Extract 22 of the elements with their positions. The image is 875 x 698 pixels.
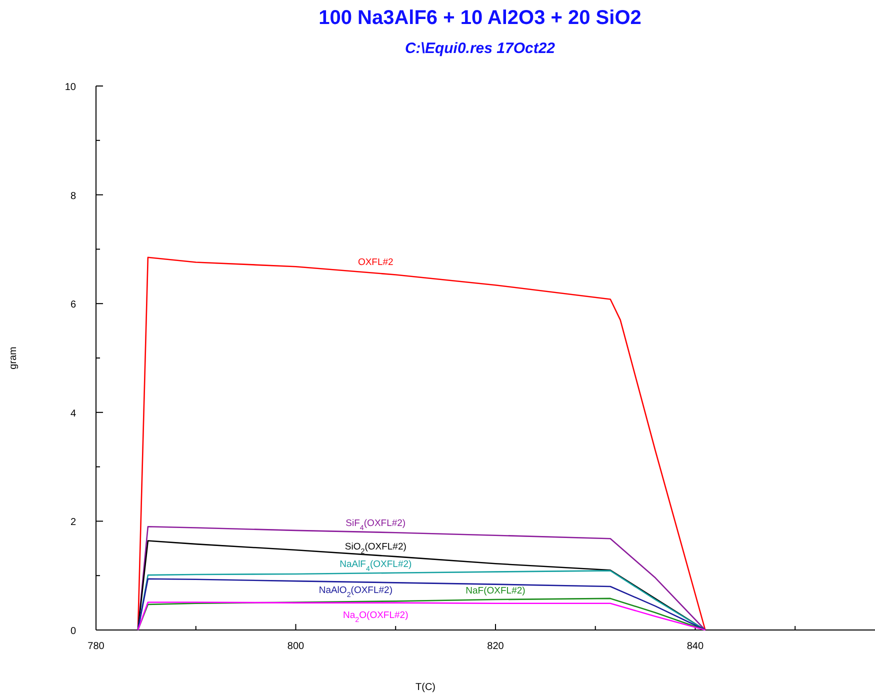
x-tick-label: 800	[287, 641, 305, 652]
line-series	[137, 256, 706, 631]
y-tick-label: 10	[64, 82, 76, 93]
x-axis-title: T(C)	[416, 682, 436, 693]
chart-subtitle: C:\Equi0.res 17Oct22	[404, 40, 556, 57]
y-tick-label: 0	[70, 626, 76, 637]
y-tick-label: 4	[70, 408, 76, 420]
series-label: SiF$_{4}$(OXFL#2)	[346, 518, 406, 532]
series-label: NaAlO$_{2}$(OXFL#2)	[318, 585, 393, 600]
series-label: OXFL#2	[358, 257, 394, 268]
y-tick-label: 2	[70, 517, 76, 528]
series-label: Na$_{2}$O(OXFL#2)	[343, 610, 408, 624]
series-label: NaAlF$_{4}$(OXFL#2)	[340, 559, 412, 574]
x-tick-label: 820	[487, 641, 504, 652]
series-label: SiO$_{2}$(OXFL#2)	[344, 541, 406, 556]
x-tick-label: 780	[88, 641, 105, 652]
y-tick-label: 6	[70, 300, 76, 311]
y-axis-title: gram	[8, 346, 19, 370]
chart-title: 100 Na3AlF6 + 10 Al2O3 + 20 SiO2	[318, 7, 642, 29]
y-tick-label: 8	[70, 190, 76, 202]
x-tick-label: 840	[686, 641, 704, 652]
series-label: NaF(OXFL#2)	[466, 586, 526, 597]
